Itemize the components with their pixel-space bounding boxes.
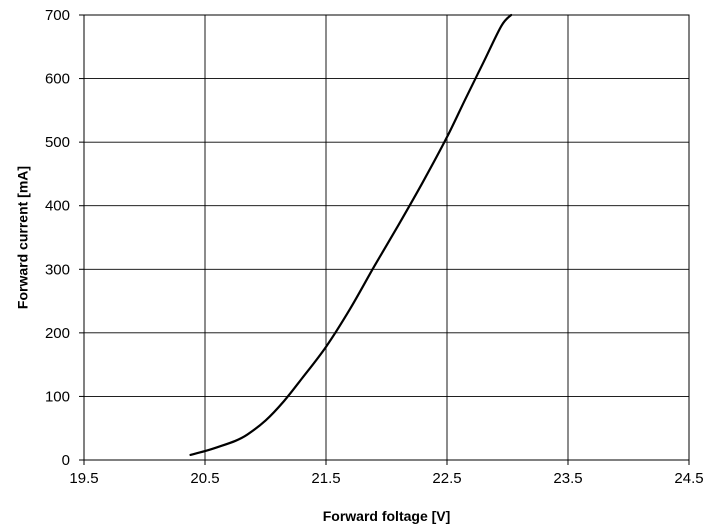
y-tick-label: 100 — [45, 388, 70, 405]
plot-frame — [83, 14, 690, 461]
x-tick-label: 20.5 — [190, 470, 219, 487]
series-layer — [189, 13, 513, 457]
y-tick-label: 400 — [45, 198, 70, 215]
y-axis-title: Forward current [mA] — [15, 166, 31, 309]
x-tick-label: 19.5 — [69, 470, 98, 487]
axis-ticks: 19.5 20.5 21.5 22.5 23.5 24.5 0 100 200 300 400 500… — [45, 7, 704, 487]
y-tick-label: 500 — [45, 134, 70, 151]
y-tick-label: 700 — [45, 7, 70, 24]
y-tick-label: 300 — [45, 261, 70, 278]
x-tick-label: 23.5 — [553, 470, 582, 487]
x-tick-label: 22.5 — [432, 470, 461, 487]
y-tick-label: 600 — [45, 71, 70, 88]
x-tick-label: 24.5 — [674, 470, 703, 487]
x-axis-title: Forward foltage [V] — [323, 508, 451, 524]
y-tick-label: 200 — [45, 325, 70, 342]
series-line — [189, 13, 513, 457]
x-tick-label: 21.5 — [311, 470, 340, 487]
y-tick-label: 0 — [62, 452, 70, 469]
grid — [83, 14, 690, 461]
